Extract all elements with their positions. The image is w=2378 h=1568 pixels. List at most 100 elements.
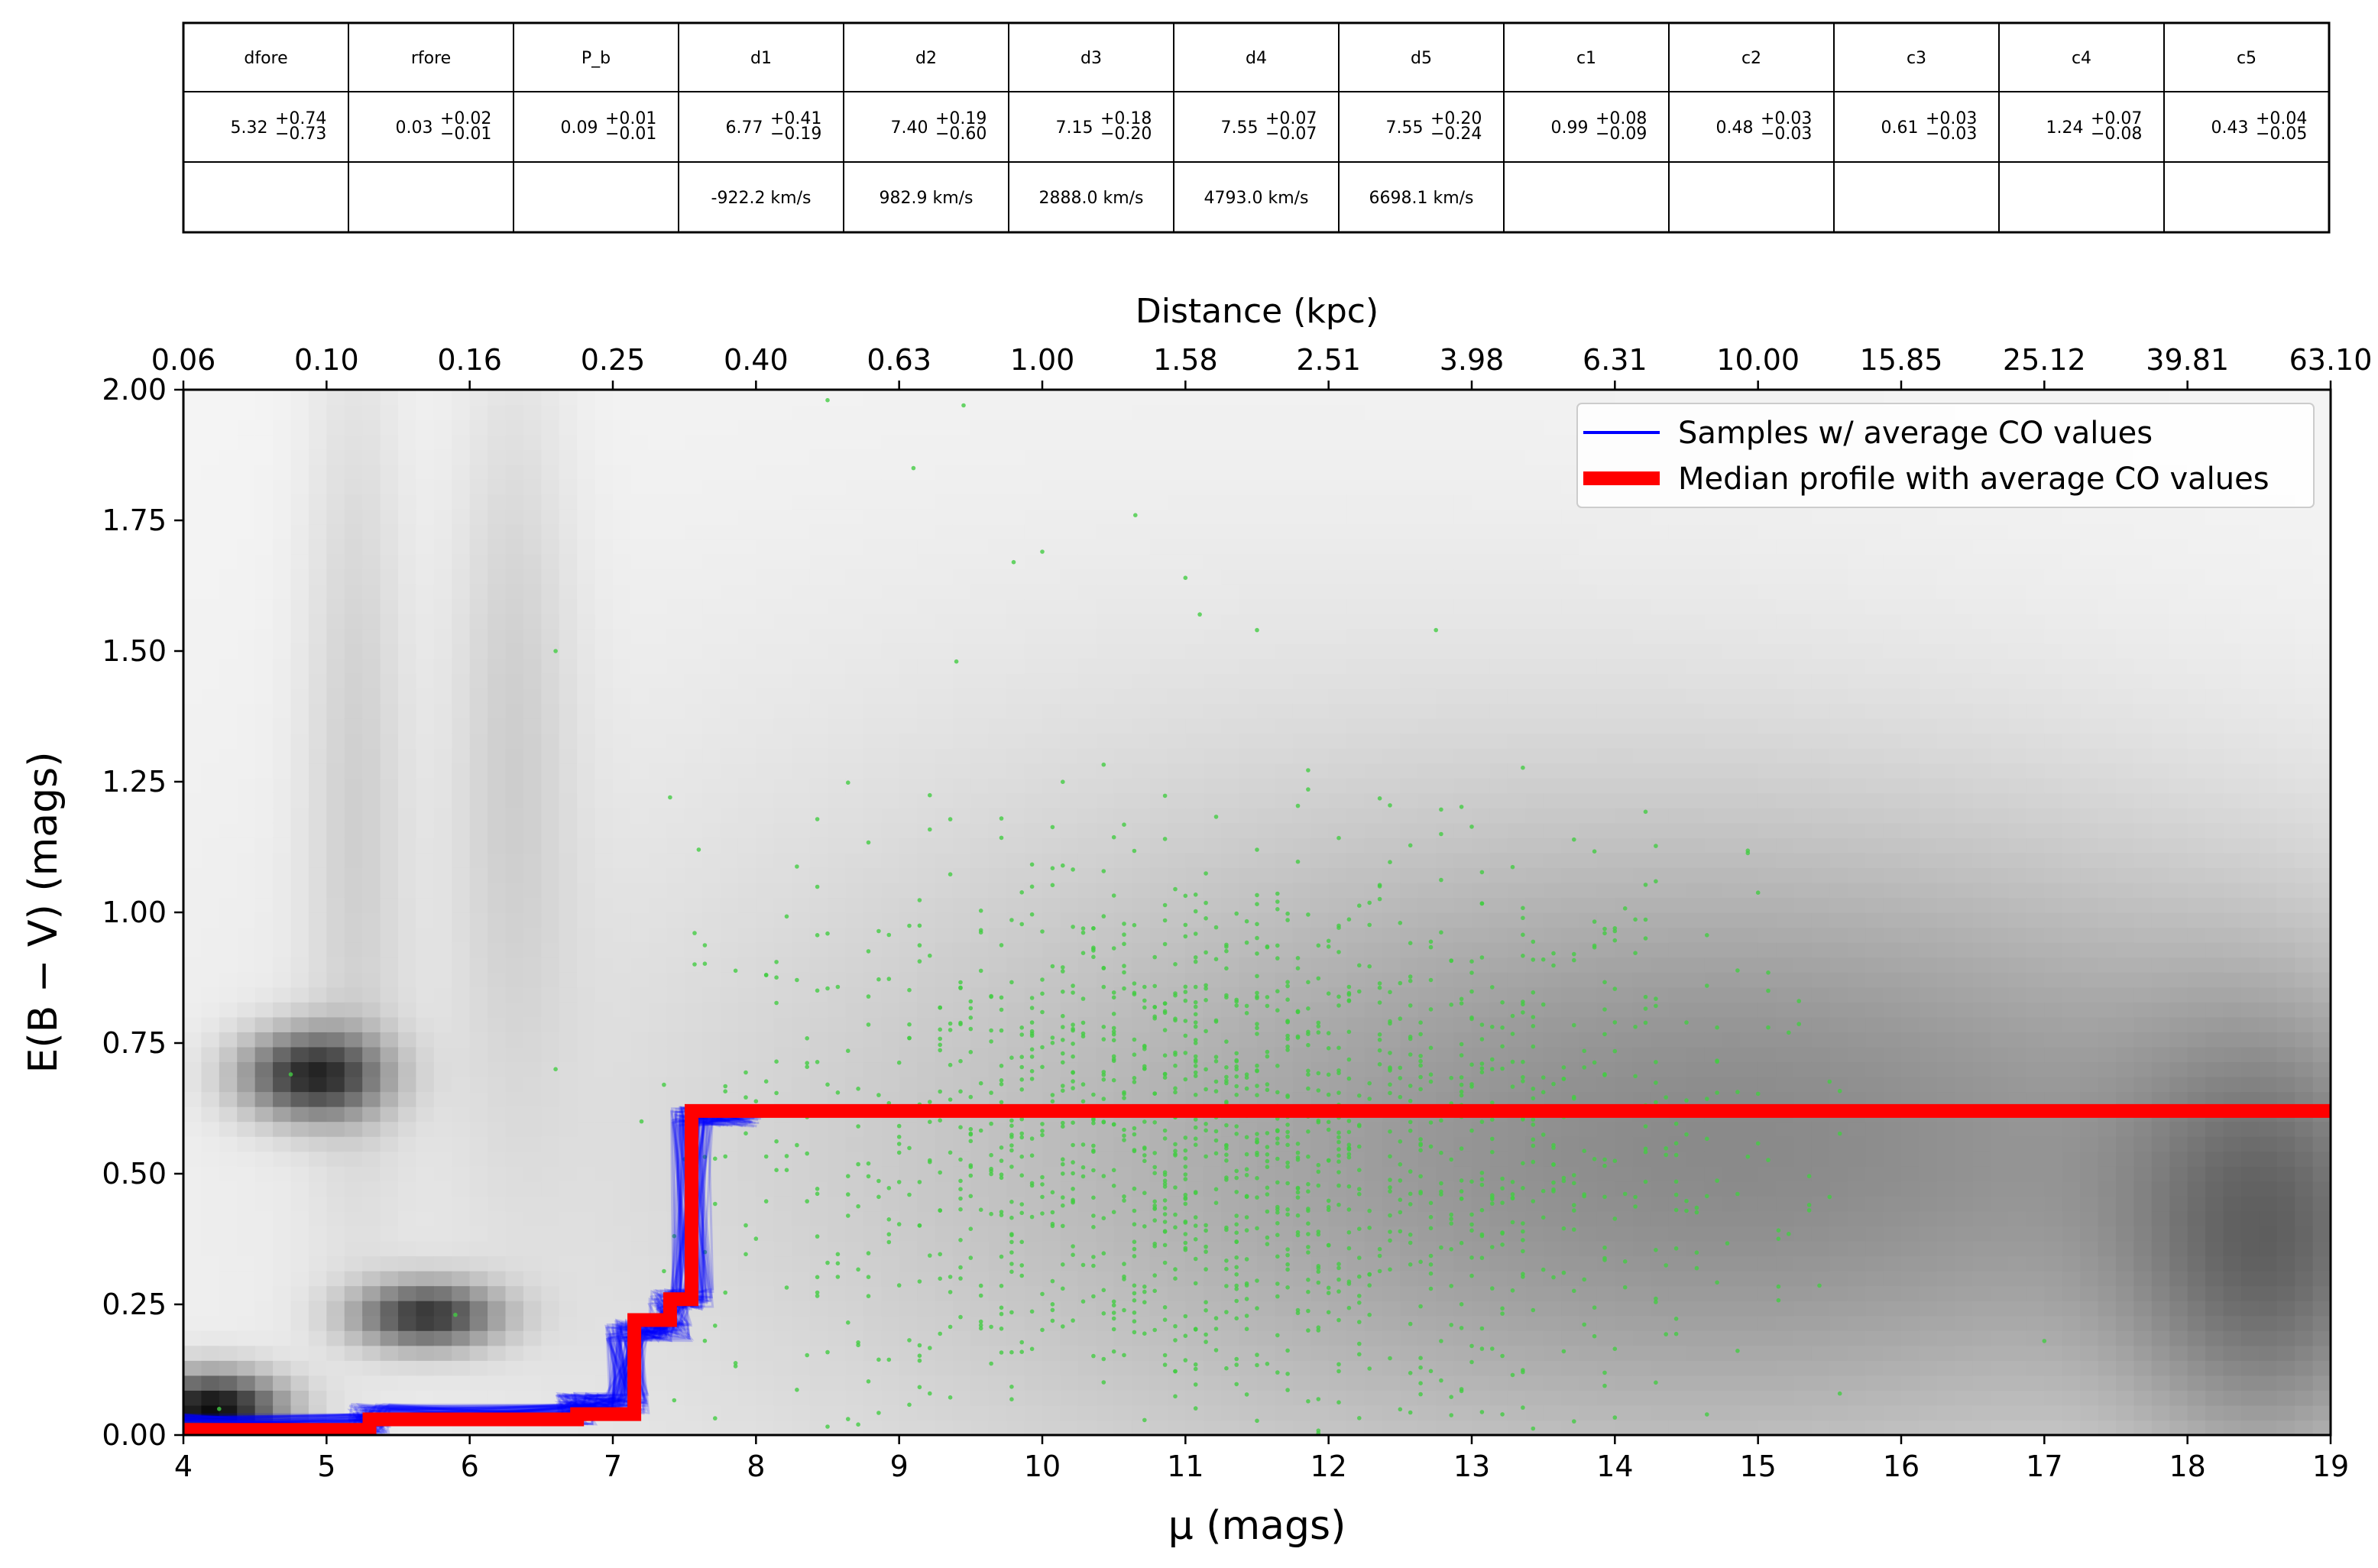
- heatmap-cell: [737, 927, 756, 943]
- heatmap-cell: [952, 390, 971, 406]
- table-value-cell: 0.43: [2211, 118, 2249, 138]
- heatmap-cell: [1042, 673, 1061, 689]
- heatmap-cell: [1221, 509, 1240, 525]
- heatmap-cell: [594, 1226, 614, 1242]
- heatmap-cell: [308, 1016, 327, 1032]
- heatmap-cell: [488, 673, 507, 689]
- heatmap-cell: [1024, 822, 1043, 838]
- heatmap-cell: [1096, 1301, 1115, 1317]
- heatmap-cell: [1417, 733, 1437, 749]
- heatmap-cell: [1167, 837, 1186, 854]
- heatmap-cell: [433, 509, 452, 525]
- heatmap-cell: [469, 1390, 488, 1406]
- heatmap-cell: [828, 420, 847, 436]
- heatmap-cell: [613, 718, 632, 734]
- heatmap-cell: [737, 1210, 756, 1226]
- heatmap-cell: [970, 972, 990, 988]
- heatmap-cell: [237, 1121, 256, 1137]
- heatmap-cell: [648, 688, 667, 704]
- heatmap-cell: [362, 897, 381, 913]
- heatmap-cell: [541, 912, 560, 928]
- heatmap-cell: [183, 1301, 202, 1317]
- heatmap-cell: [1310, 523, 1330, 540]
- heatmap-cell: [792, 1301, 811, 1317]
- heatmap-cell: [1221, 464, 1240, 480]
- heatmap-cell: [398, 494, 417, 510]
- heatmap-cell: [201, 852, 220, 868]
- heatmap-cell: [523, 1076, 542, 1093]
- heatmap-cell: [881, 598, 900, 614]
- heatmap-cell: [773, 628, 792, 644]
- heatmap-cell: [1328, 1076, 1347, 1093]
- heatmap-cell: [1167, 1196, 1186, 1212]
- heatmap-cell: [290, 1121, 309, 1137]
- heatmap-cell: [577, 1255, 596, 1272]
- heatmap-cell: [1060, 1121, 1079, 1137]
- heatmap-cell: [845, 1315, 864, 1331]
- heatmap-cell: [1077, 404, 1097, 420]
- heatmap-cell: [469, 1301, 488, 1317]
- heatmap-cell: [1346, 1285, 1366, 1301]
- heatmap-cell: [488, 1210, 507, 1226]
- heatmap-cell: [970, 1255, 990, 1272]
- heatmap-cell: [416, 479, 435, 495]
- heatmap-cell: [326, 1226, 345, 1242]
- heatmap-cell: [1185, 553, 1204, 570]
- table-value-cell: 0.09: [561, 118, 598, 138]
- heatmap-cell: [1149, 523, 1168, 540]
- heatmap-cell: [1292, 1226, 1311, 1242]
- heatmap-cell: [469, 1196, 488, 1212]
- heatmap-cell: [1132, 404, 1151, 420]
- heatmap-cell: [1382, 778, 1401, 794]
- heatmap-cell: [970, 927, 990, 943]
- heatmap-cell: [773, 1301, 792, 1317]
- heatmap-cell: [1113, 1315, 1132, 1331]
- heatmap-cell: [452, 1285, 471, 1301]
- heatmap-cell: [1132, 1151, 1151, 1167]
- heatmap-cell: [308, 1106, 327, 1123]
- heatmap-cell: [344, 420, 363, 436]
- heatmap-cell: [935, 1136, 954, 1152]
- heatmap-cell: [756, 927, 775, 943]
- heatmap-cell: [702, 1002, 721, 1018]
- heatmap-cell: [380, 1210, 399, 1226]
- heatmap-cell: [559, 673, 578, 689]
- heatmap-cell: [1310, 479, 1330, 495]
- heatmap-cell: [809, 1151, 828, 1167]
- heatmap-cell: [828, 1345, 847, 1361]
- heatmap-cell: [344, 509, 363, 525]
- heatmap-cell: [1024, 1181, 1043, 1197]
- heatmap-cell: [899, 1315, 918, 1331]
- heatmap-cell: [792, 1091, 811, 1107]
- heatmap-cell: [630, 986, 650, 1003]
- heatmap-cell: [469, 1315, 488, 1331]
- heatmap-cell: [648, 1285, 667, 1301]
- heatmap-cell: [254, 1196, 274, 1212]
- heatmap-cell: [684, 912, 703, 928]
- heatmap-cell: [809, 673, 828, 689]
- heatmap-cell: [917, 808, 936, 824]
- heatmap-cell: [1436, 1315, 1455, 1331]
- heatmap-cell: [398, 897, 417, 913]
- heatmap-cell: [380, 614, 399, 630]
- heatmap-cell: [720, 479, 739, 495]
- heatmap-cell: [1417, 1240, 1437, 1257]
- heatmap-cell: [1239, 808, 1258, 824]
- heatmap-cell: [1382, 897, 1401, 913]
- heatmap-cell: [1382, 584, 1401, 600]
- heatmap-cell: [648, 1106, 667, 1123]
- heatmap-cell: [1113, 882, 1132, 899]
- heatmap-cell: [1203, 927, 1222, 943]
- heatmap-cell: [1275, 927, 1294, 943]
- heatmap-cell: [308, 449, 327, 465]
- heatmap-cell: [792, 464, 811, 480]
- heatmap-cell: [792, 1345, 811, 1361]
- heatmap-cell: [505, 1240, 524, 1257]
- heatmap-cell: [702, 986, 721, 1003]
- heatmap-cell: [505, 420, 524, 436]
- heatmap-cell: [452, 494, 471, 510]
- heatmap-cell: [183, 628, 202, 644]
- heatmap-cell: [881, 614, 900, 630]
- heatmap-cell: [559, 658, 578, 674]
- heatmap-cell: [1221, 1181, 1240, 1197]
